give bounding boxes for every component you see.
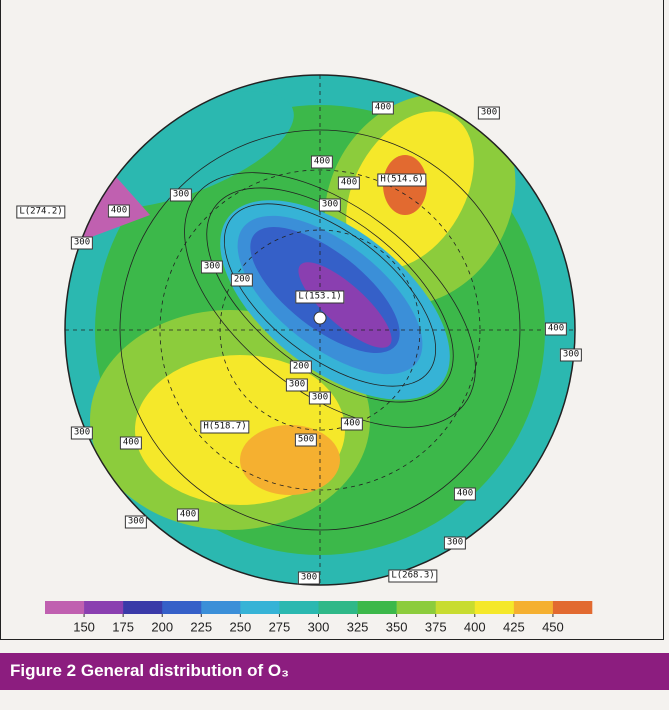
colorbar-swatch: [357, 601, 397, 614]
contour-label: 400: [453, 487, 477, 501]
colorbar-tick-label: 450: [542, 619, 564, 634]
colorbar-swatch: [396, 601, 437, 614]
contour-label: 400: [310, 155, 334, 169]
colorbar-swatch: [279, 601, 319, 614]
contour-label: 200: [230, 273, 254, 287]
colorbar-swatch: [435, 601, 476, 614]
colorbar-tick-label: 375: [425, 619, 447, 634]
figure-frame: [0, 0, 664, 640]
colorbar-tick-label: 200: [151, 619, 173, 634]
contour-label: 500: [294, 433, 318, 447]
colorbar-tick-label: 225: [190, 619, 212, 634]
colorbar-tick-label: 250: [230, 619, 252, 634]
contour-label: 300: [318, 198, 342, 212]
contour-label: 200: [289, 360, 313, 374]
contour-label: 300: [200, 260, 224, 274]
colorbar-swatch: [240, 601, 280, 614]
contour-label: 300: [124, 515, 148, 529]
contour-label: 300: [297, 571, 321, 585]
contour-label: H(518.7): [200, 420, 250, 434]
contour-label: 300: [285, 378, 309, 392]
map: 150 175 200 225 250 275 300 325 350 375 400 425 450: [45, 74, 593, 634]
contour-label: L(274.2): [16, 205, 66, 219]
colorbar-tick-label: 350: [386, 619, 408, 634]
colorbar-swatch: [474, 601, 515, 614]
caption: Figure 2 General distribution of O₃: [10, 661, 289, 680]
colorbar-tick-label: 400: [464, 619, 486, 634]
colorbar-swatch: [318, 601, 358, 614]
contour-label: 400: [176, 508, 200, 522]
colorbar-swatch: [162, 601, 202, 614]
contour-label: 400: [119, 436, 143, 450]
colorbar-swatch: [552, 601, 593, 614]
colorbar-tick-label: 275: [269, 619, 291, 634]
contour-label: 400: [107, 204, 131, 218]
colorbar-swatch: [84, 601, 124, 614]
colorbar-swatch: [123, 601, 163, 614]
contour-label: 300: [70, 426, 94, 440]
colorbar-tick-label: 325: [347, 619, 369, 634]
contour-label: 300: [308, 391, 332, 405]
colorbar-tick-label: 175: [112, 619, 134, 634]
contour-label: 400: [371, 101, 395, 115]
contour-label: 400: [544, 322, 568, 336]
colorbar-swatch: [513, 601, 554, 614]
colorbar-tick-label: 425: [503, 619, 525, 634]
colorbar-tick-label: 300: [308, 619, 330, 634]
colorbar-swatch: [45, 601, 85, 614]
contour-label: 300: [559, 348, 583, 362]
contour-label: 300: [70, 236, 94, 250]
colorbar-tick-label: 150: [73, 619, 95, 634]
colorbar-swatch: [201, 601, 241, 614]
contour-label: L(268.3): [388, 569, 438, 583]
contour-label: 400: [340, 417, 364, 431]
contour-label: 300: [477, 106, 501, 120]
contour-label: H(514.6): [377, 173, 427, 187]
contour-label: 300: [169, 188, 193, 202]
colorbar: 150 175 200 225 250 275 300 325 350 375 400 425 450: [45, 601, 593, 634]
contour-label: 300: [443, 536, 467, 550]
contour-label: L(153.1): [295, 290, 345, 304]
contour-label: 400: [337, 176, 361, 190]
caption-bar: Figure 2 General distribution of O₃: [0, 653, 669, 690]
